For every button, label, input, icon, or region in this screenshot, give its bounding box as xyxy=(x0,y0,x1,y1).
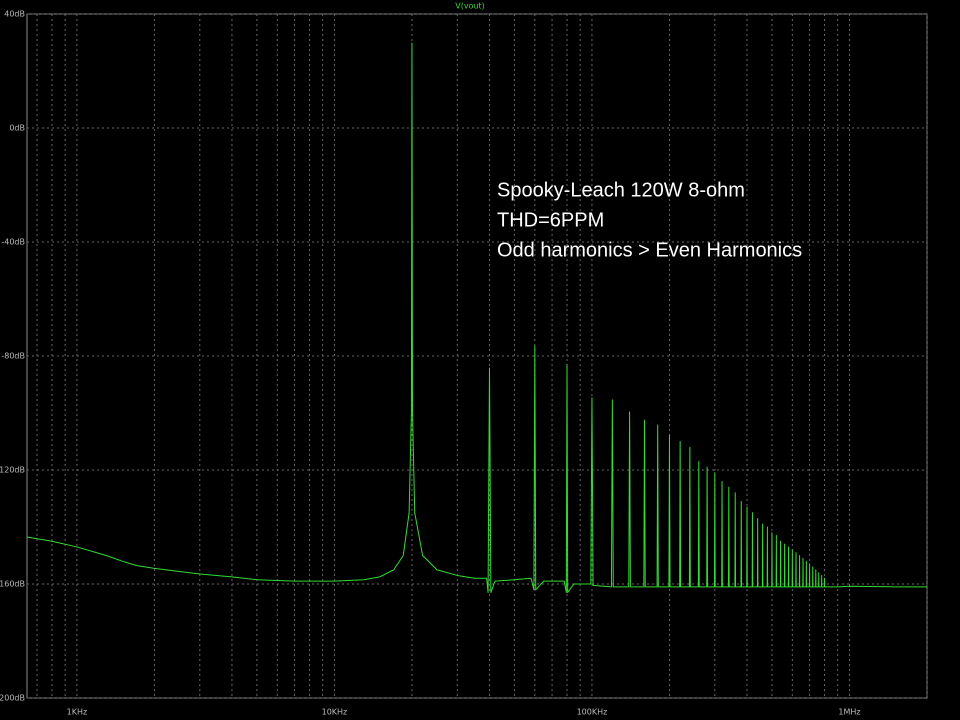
y-tick-label: 40dB xyxy=(4,10,25,19)
y-tick-label: -80dB xyxy=(1,352,25,361)
annotation-line: Spooky-Leach 120W 8-ohm xyxy=(497,179,745,201)
y-tick-label: -120dB xyxy=(0,466,25,475)
spectrum-line xyxy=(26,42,927,594)
y-tick-label: -40dB xyxy=(1,238,25,247)
y-tick-label: 0dB xyxy=(9,124,25,133)
x-tick-label: 100KHz xyxy=(577,708,608,717)
annotation-line: THD=6PPM xyxy=(497,209,604,231)
x-tick-label: 1KHz xyxy=(67,708,88,717)
x-tick-label: 10KHz xyxy=(322,708,348,717)
annotation-line: Odd harmonics > Even Harmonics xyxy=(497,239,802,261)
x-tick-label: 1MHz xyxy=(838,708,860,717)
trace-title: V(vout) xyxy=(455,2,485,11)
y-tick-label: -200dB xyxy=(0,694,25,703)
y-tick-label: -160dB xyxy=(0,580,25,589)
